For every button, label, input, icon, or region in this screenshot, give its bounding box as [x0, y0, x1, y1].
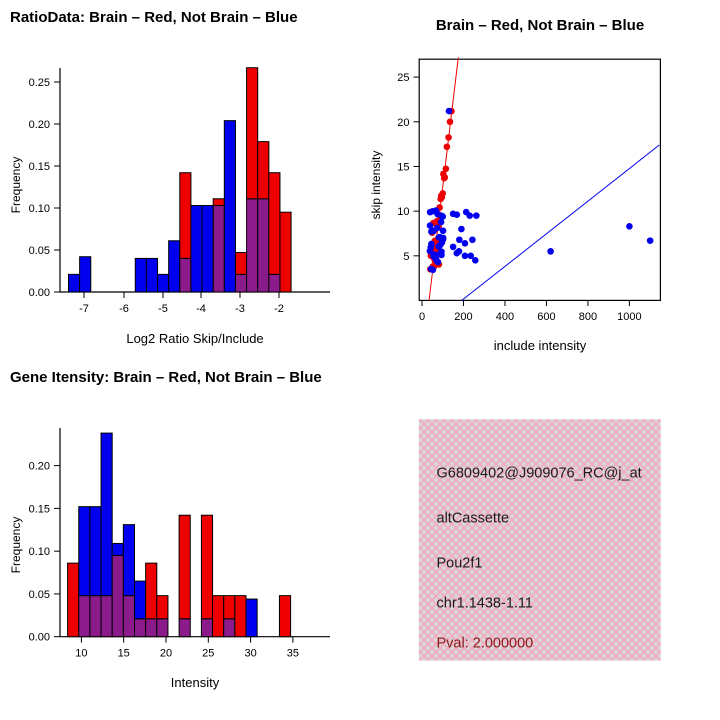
svg-text:Gene Itensity: Brain – Red, No: Gene Itensity: Brain – Red, Not Brain – …: [10, 369, 322, 386]
svg-text:1000: 1000: [617, 311, 641, 323]
svg-text:0.00: 0.00: [29, 632, 50, 644]
svg-text:0: 0: [419, 311, 425, 323]
svg-text:800: 800: [579, 311, 597, 323]
svg-text:G6809402@J909076_RC@j_at: G6809402@J909076_RC@j_at: [437, 466, 642, 482]
svg-text:Frequency: Frequency: [9, 517, 23, 574]
svg-text:-3: -3: [235, 303, 245, 315]
svg-text:15: 15: [397, 161, 409, 173]
svg-text:-2: -2: [274, 303, 284, 315]
svg-text:altCassette: altCassette: [437, 510, 510, 526]
svg-text:0.10: 0.10: [29, 203, 50, 215]
svg-text:Frequency: Frequency: [9, 157, 23, 214]
svg-text:600: 600: [537, 311, 555, 323]
svg-text:Pval: 2.000000: Pval: 2.000000: [437, 635, 534, 651]
svg-text:20: 20: [397, 117, 409, 129]
svg-text:-6: -6: [119, 303, 129, 315]
svg-text:30: 30: [244, 648, 256, 660]
svg-text:RatioData: Brain – Red, Not Br: RatioData: Brain – Red, Not Brain – Blue: [10, 9, 298, 26]
svg-text:0.15: 0.15: [29, 161, 50, 173]
svg-text:10: 10: [75, 648, 87, 660]
svg-text:0.00: 0.00: [29, 287, 50, 299]
svg-text:0.10: 0.10: [29, 546, 50, 558]
svg-text:0.20: 0.20: [29, 119, 50, 131]
svg-text:0.05: 0.05: [29, 245, 50, 257]
svg-text:0.20: 0.20: [29, 461, 50, 473]
svg-text:20: 20: [160, 648, 172, 660]
svg-text:25: 25: [202, 648, 214, 660]
svg-text:25: 25: [397, 72, 409, 84]
svg-text:Log2 Ratio Skip/Include: Log2 Ratio Skip/Include: [126, 331, 263, 346]
svg-text:15: 15: [118, 648, 130, 660]
svg-text:skip intensity: skip intensity: [369, 151, 383, 220]
svg-text:-5: -5: [158, 303, 168, 315]
svg-text:200: 200: [454, 311, 472, 323]
svg-text:10: 10: [397, 206, 409, 218]
svg-text:include intensity: include intensity: [494, 338, 587, 353]
svg-text:35: 35: [287, 648, 299, 660]
svg-text:-7: -7: [79, 303, 89, 315]
svg-text:Brain – Red, Not Brain – Blue: Brain – Red, Not Brain – Blue: [436, 17, 644, 34]
svg-text:chr1.1438-1.11: chr1.1438-1.11: [437, 595, 533, 611]
svg-text:0.05: 0.05: [29, 589, 50, 601]
svg-text:0.25: 0.25: [29, 77, 50, 89]
svg-text:-4: -4: [196, 303, 206, 315]
svg-text:0.15: 0.15: [29, 503, 50, 515]
svg-text:Intensity: Intensity: [171, 675, 220, 690]
svg-text:400: 400: [496, 311, 514, 323]
svg-text:Pou2f1: Pou2f1: [437, 555, 483, 571]
svg-text:5: 5: [403, 251, 409, 263]
